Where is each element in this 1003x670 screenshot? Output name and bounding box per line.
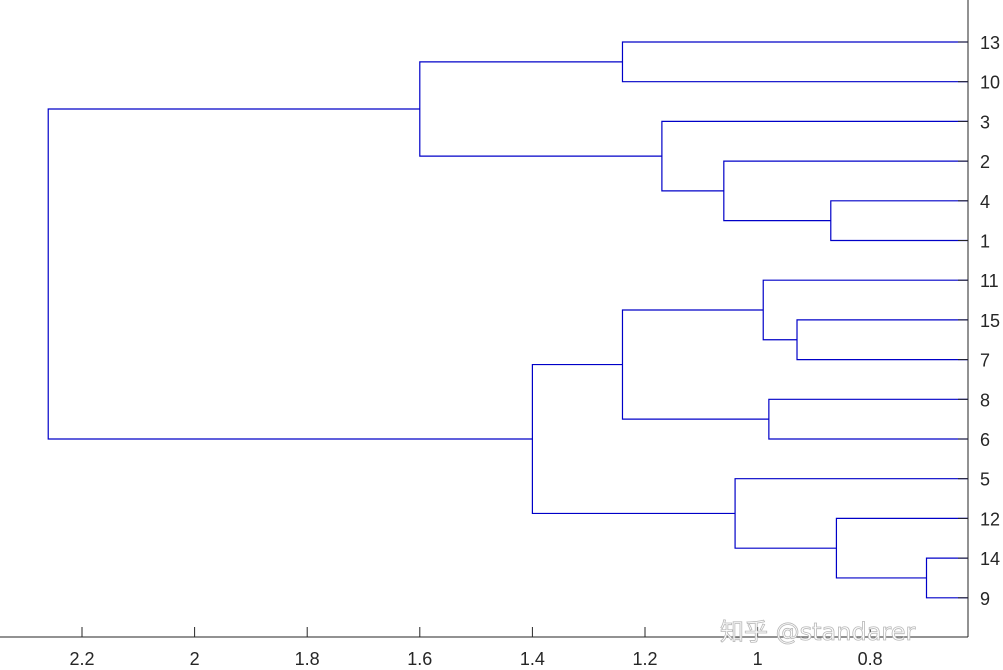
x-tick-label: 2.2 — [69, 649, 94, 669]
dendrogram-link — [768, 398, 968, 440]
leaf-label: 10 — [980, 73, 1000, 93]
dendrogram-link — [621, 309, 769, 420]
leaf-label: 7 — [980, 351, 990, 371]
leaf-label: 5 — [980, 470, 990, 490]
x-tick-label: 1.2 — [632, 649, 657, 669]
dendrogram-link — [734, 478, 968, 549]
x-tick-label: 0.8 — [858, 649, 883, 669]
leaf-label: 1 — [980, 232, 990, 252]
dendrogram-link — [531, 363, 736, 515]
x-tick-label: 1.4 — [520, 649, 545, 669]
dendrogram-link — [723, 160, 968, 222]
x-tick-label: 1.8 — [295, 649, 320, 669]
leaf-label: 13 — [980, 33, 1000, 53]
dendrogram-link — [621, 41, 968, 83]
dendrogram-link — [925, 557, 968, 599]
leaf-label: 9 — [980, 589, 990, 609]
leaf-label: 3 — [980, 112, 990, 132]
dendrogram-link — [47, 108, 533, 440]
leaf-label: 2 — [980, 152, 990, 172]
dendrogram-link — [835, 517, 968, 579]
leaf-label: 4 — [980, 192, 990, 212]
leaf-label: 8 — [980, 390, 990, 410]
dendrogram-links — [47, 41, 968, 599]
leaf-label: 12 — [980, 509, 1000, 529]
dendrogram-link — [419, 61, 662, 157]
x-tick-label: 1.6 — [407, 649, 432, 669]
dendrogram-link — [830, 200, 968, 242]
x-tick-label: 1 — [753, 649, 763, 669]
x-tick-label: 2 — [190, 649, 200, 669]
watermark: 知乎 @standarer — [720, 618, 916, 646]
leaf-label: 11 — [980, 271, 999, 291]
leaf-label: 14 — [980, 549, 1000, 569]
dendrogram-link — [661, 120, 968, 192]
dendrogram-link — [762, 279, 968, 341]
dendrogram-link — [796, 319, 968, 361]
x-axis-ticks: 2.2 2 1.8 1.6 1.4 1.2 1 0.8 — [69, 627, 883, 669]
leaf-label: 15 — [980, 311, 1000, 331]
leaf-label: 6 — [980, 430, 990, 450]
